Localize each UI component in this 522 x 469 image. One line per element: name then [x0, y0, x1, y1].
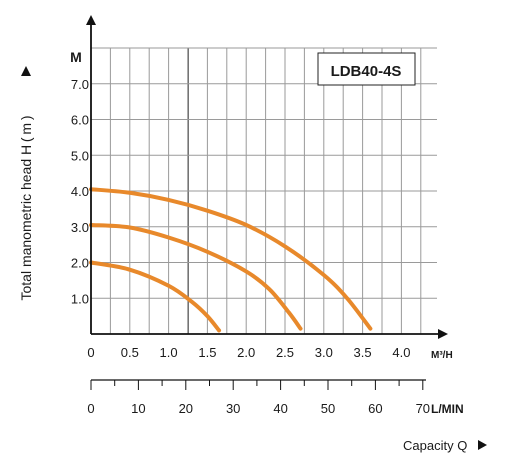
model-label: LDB40-4S — [331, 63, 402, 80]
x-tick-label: 0 — [87, 345, 94, 360]
secondary-tick-label: 70 — [416, 401, 430, 416]
x-tick-label: 3.0 — [315, 345, 333, 360]
y-axis-title-arrow-icon — [21, 66, 31, 76]
axes — [86, 15, 448, 390]
x-unit-secondary: L/MIN — [431, 402, 464, 416]
y-tick-label: 4.0 — [71, 184, 89, 199]
grid-lines — [91, 47, 437, 334]
x-unit-primary: M³/H — [431, 350, 453, 361]
performance-curve — [89, 260, 222, 333]
x-axis-title: Capacity Q — [403, 438, 467, 453]
x-tick-label: 2.0 — [237, 345, 255, 360]
x-tick-label: 1.5 — [198, 345, 216, 360]
y-axis-title: Total manometric head H ( m ) — [18, 115, 34, 300]
x-axis-title-arrow-icon — [478, 440, 487, 450]
secondary-tick-label: 20 — [179, 401, 193, 416]
performance-curves — [89, 187, 373, 333]
secondary-tick-label: 30 — [226, 401, 240, 416]
y-tick-label: 6.0 — [71, 113, 89, 128]
x-tick-label: 3.5 — [354, 345, 372, 360]
performance-curve — [89, 187, 373, 331]
y-tick-label: 5.0 — [71, 148, 89, 163]
y-tick-label: 3.0 — [71, 220, 89, 235]
tick-labels: 1.0 2.0 3.0 4.0 5.0 6.0 7.0 0 0.5 1.0 1.5 2.0 2.5 3.0… — [71, 77, 430, 416]
y-tick-label: 1.0 — [71, 291, 89, 306]
performance-curve — [89, 222, 303, 331]
secondary-tick-label: 60 — [368, 401, 382, 416]
y-axis-arrow-icon — [86, 15, 96, 25]
y-tick-label: 2.0 — [71, 256, 89, 271]
y-tick-label: 7.0 — [71, 77, 89, 92]
secondary-tick-label: 40 — [273, 401, 287, 416]
secondary-tick-label: 10 — [131, 401, 145, 416]
x-tick-label: 2.5 — [276, 345, 294, 360]
x-tick-label: 1.0 — [160, 345, 178, 360]
x-axis-arrow-icon — [438, 329, 448, 339]
secondary-tick-label: 0 — [87, 401, 94, 416]
y-unit-label: M — [70, 49, 82, 65]
x-tick-label: 4.0 — [392, 345, 410, 360]
model-label-box — [317, 52, 416, 86]
x-tick-label: 0.5 — [121, 345, 139, 360]
secondary-tick-label: 50 — [321, 401, 335, 416]
